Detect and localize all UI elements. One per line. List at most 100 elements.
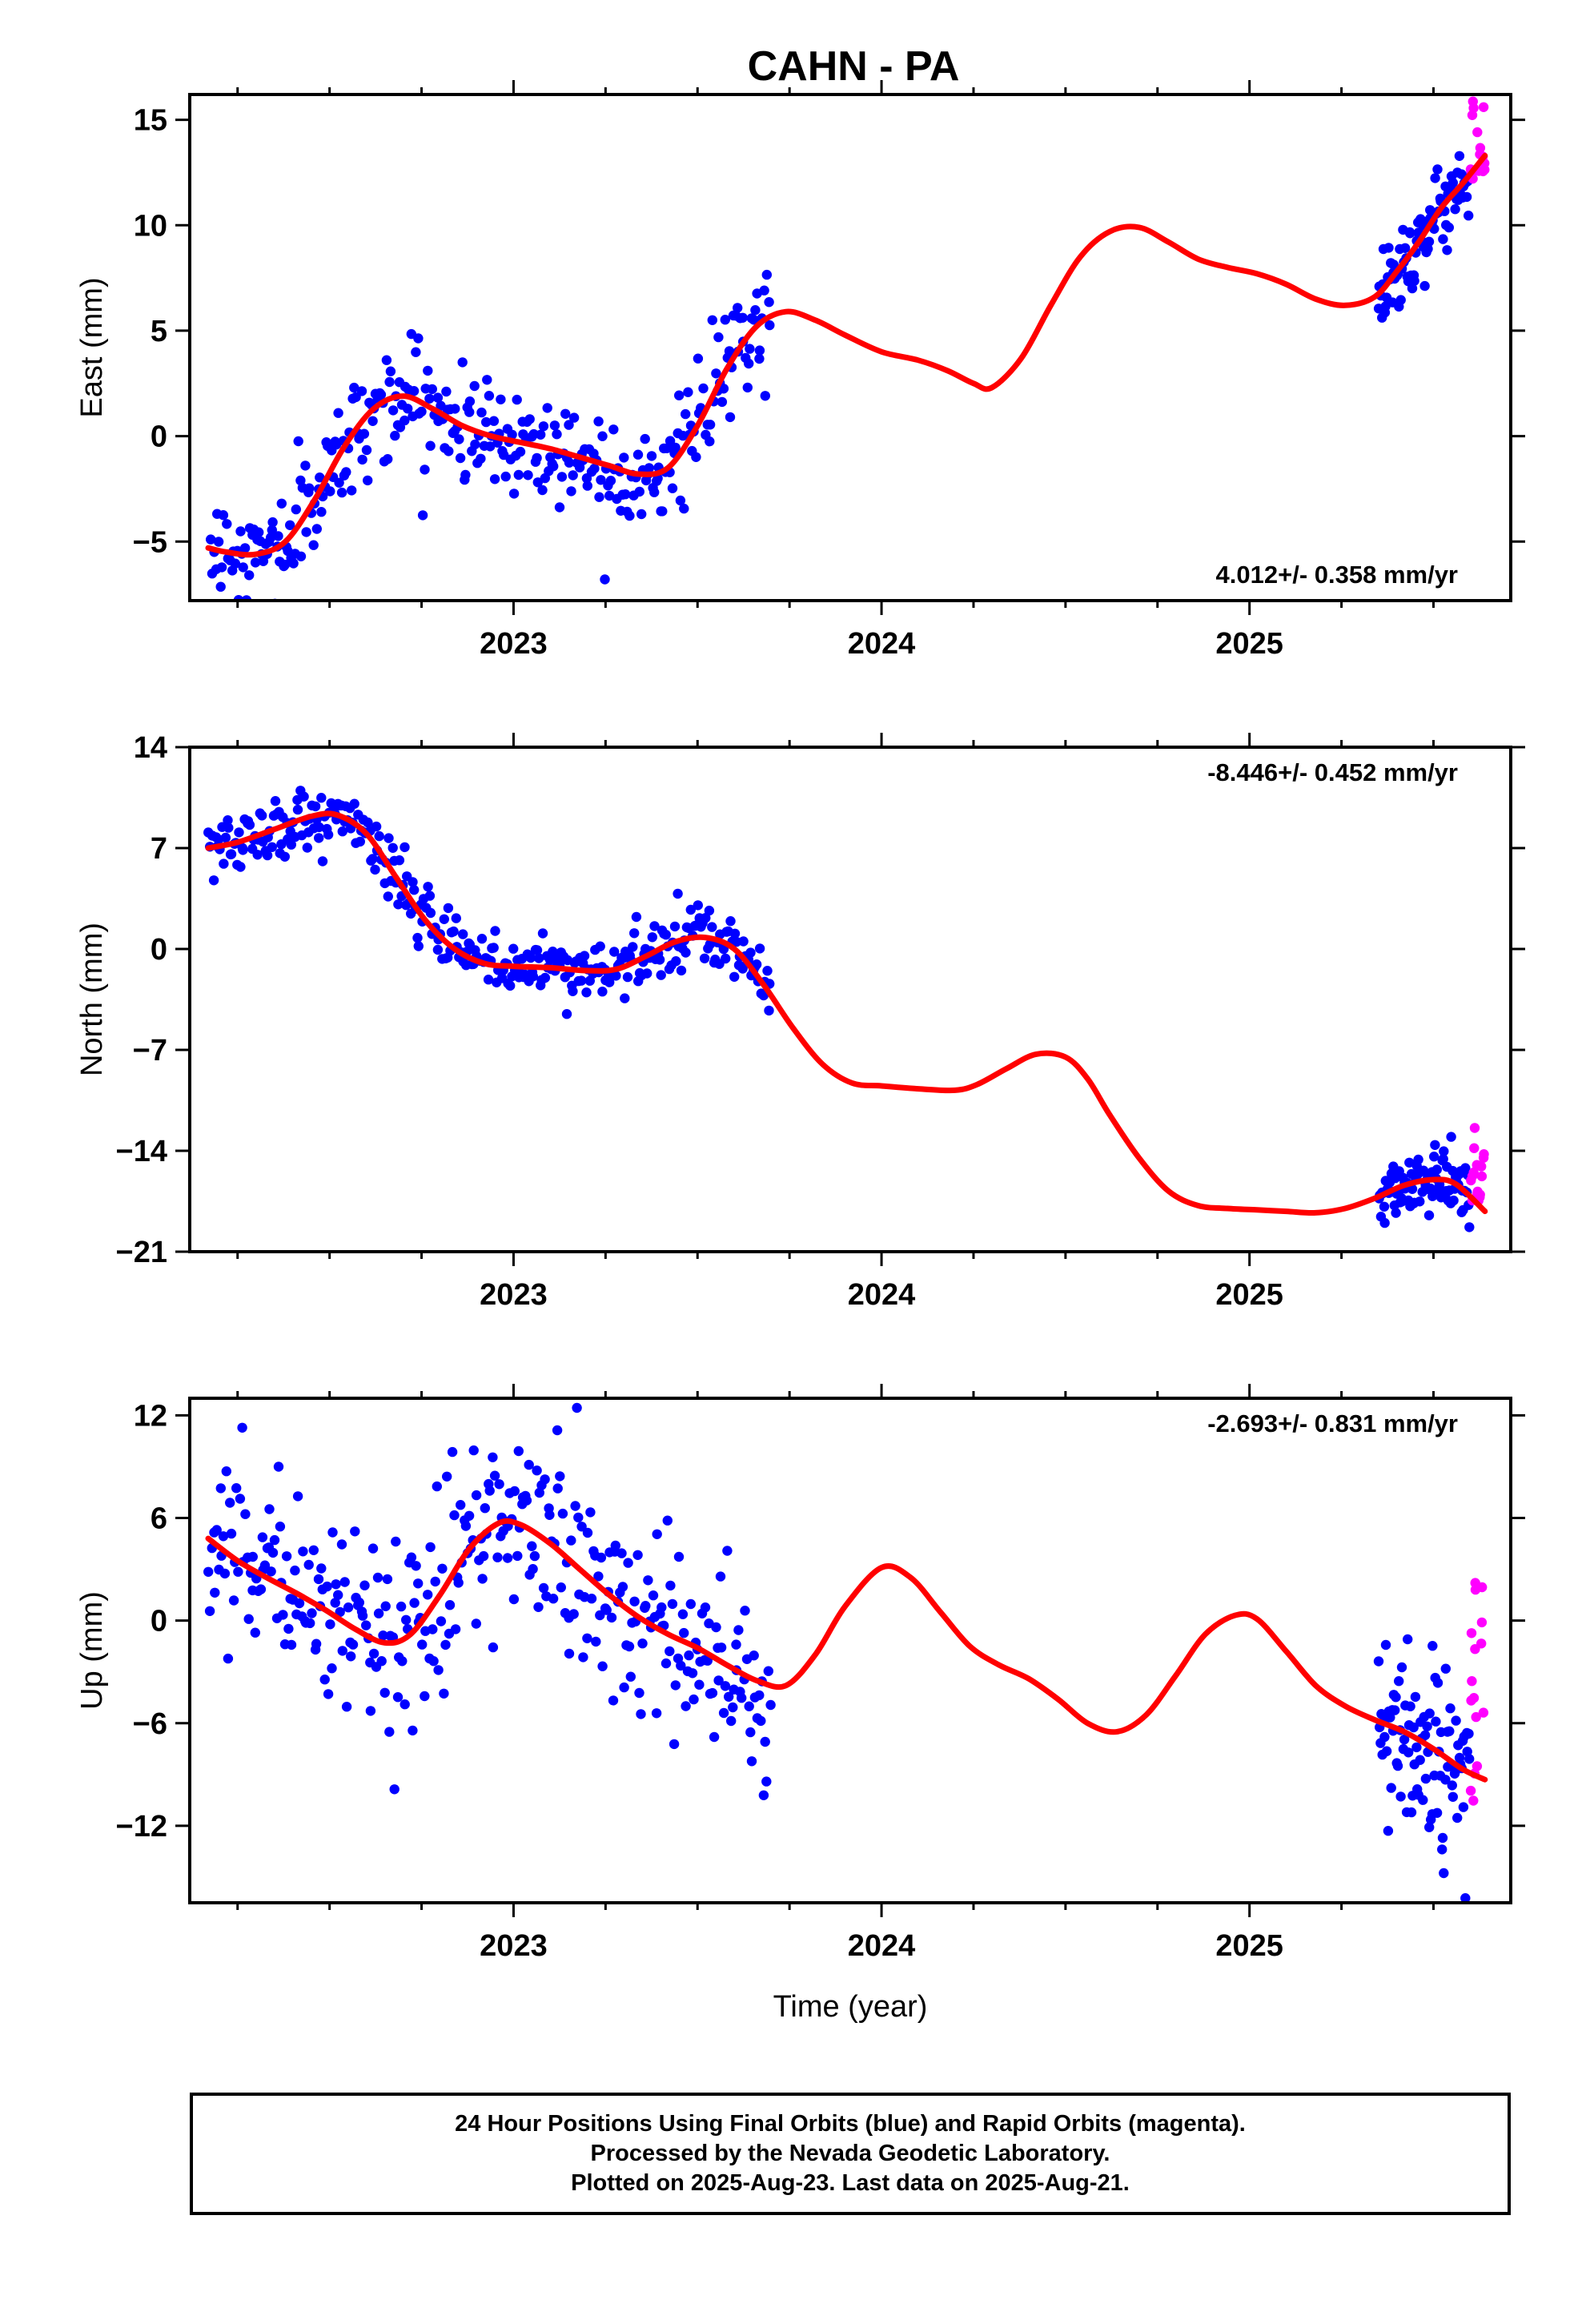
final-orbit-point xyxy=(244,570,255,581)
final-orbit-point xyxy=(1391,1208,1401,1218)
final-orbit-point xyxy=(408,1725,418,1736)
final-orbit-point xyxy=(646,451,657,461)
final-orbit-point xyxy=(1429,1152,1439,1162)
final-orbit-point xyxy=(203,618,213,628)
final-orbit-point xyxy=(737,312,748,323)
final-orbit-point xyxy=(1444,1726,1455,1736)
final-orbit-point xyxy=(247,1551,258,1562)
x-tick-label: 2024 xyxy=(848,1929,916,1963)
final-orbit-point xyxy=(568,1609,579,1619)
final-orbit-point xyxy=(490,926,500,936)
final-orbit-point xyxy=(267,517,278,528)
final-orbit-point xyxy=(749,1651,759,1661)
final-orbit-point xyxy=(313,1574,324,1585)
final-orbit-point xyxy=(1432,164,1443,175)
final-orbit-point xyxy=(647,932,657,943)
final-orbit-point xyxy=(383,454,393,464)
final-orbit-point xyxy=(709,1731,720,1743)
final-orbit-point xyxy=(218,510,229,521)
final-orbit-point xyxy=(624,510,635,521)
final-orbit-point xyxy=(1385,1712,1395,1723)
final-orbit-point xyxy=(733,1625,744,1635)
final-orbit-point xyxy=(496,394,506,404)
final-orbit-point xyxy=(1440,1663,1452,1674)
final-orbit-point xyxy=(408,386,420,396)
final-orbit-point xyxy=(651,1708,662,1719)
rate-label: 4.012+/- 0.358 mm/yr xyxy=(1216,561,1458,589)
final-orbit-point xyxy=(341,1702,352,1712)
final-orbit-point xyxy=(423,365,433,376)
final-orbit-point xyxy=(1411,1742,1422,1753)
final-orbit-point xyxy=(705,420,716,430)
final-orbit-point xyxy=(383,891,393,902)
final-orbit-point xyxy=(568,986,578,997)
final-orbit-point xyxy=(669,921,681,932)
final-orbit-point xyxy=(285,520,295,530)
final-orbit-point xyxy=(724,1691,734,1702)
final-orbit-point xyxy=(298,1546,308,1557)
final-orbit-point xyxy=(423,882,433,892)
x-tick-label: 2024 xyxy=(848,1278,916,1312)
final-orbit-point xyxy=(1407,1184,1418,1195)
final-orbit-point xyxy=(1390,1705,1400,1715)
final-orbit-point xyxy=(532,477,543,488)
final-orbit-point xyxy=(676,1660,686,1671)
final-orbit-point xyxy=(322,1581,332,1592)
final-orbit-point xyxy=(711,368,721,379)
final-orbit-point xyxy=(288,558,299,569)
final-orbit-point xyxy=(552,429,562,440)
final-orbit-point xyxy=(275,1522,286,1532)
footer-line-processed: Processed by the Nevada Geodetic Laborat… xyxy=(590,2141,1110,2166)
y-tick-label: 14 xyxy=(134,731,167,765)
final-orbit-point xyxy=(314,822,324,833)
final-orbit-point xyxy=(593,416,604,427)
final-orbit-point xyxy=(250,1627,260,1638)
final-orbit-point xyxy=(424,891,436,901)
final-orbit-point xyxy=(532,945,543,955)
final-orbit-point xyxy=(538,1582,549,1594)
final-orbit-point xyxy=(413,941,424,951)
y-tick-label: −14 xyxy=(116,1135,167,1168)
final-orbit-point xyxy=(220,631,230,641)
panel-north: 2023 2024 2025 14 7 0 −7 −14 −21 North (mm) -8.446… xyxy=(75,731,1525,1312)
final-orbit-point xyxy=(223,814,233,826)
final-orbit-point xyxy=(279,851,290,862)
final-orbit-point xyxy=(391,1536,401,1547)
final-orbit-point xyxy=(513,1445,524,1457)
final-orbit-point xyxy=(454,434,464,444)
final-orbit-point xyxy=(538,421,549,432)
final-orbit-point xyxy=(726,1715,737,1727)
final-orbit-point xyxy=(670,1680,681,1691)
final-orbit-point xyxy=(294,1598,305,1609)
final-orbit-point xyxy=(450,404,460,414)
final-orbit-point xyxy=(537,928,548,939)
final-orbit-point xyxy=(372,1572,383,1583)
x-tick-label: 2025 xyxy=(1215,1929,1283,1963)
final-orbit-point xyxy=(464,396,476,407)
final-orbit-point xyxy=(596,1552,607,1563)
final-orbit-point xyxy=(367,416,378,426)
final-orbit-point xyxy=(354,1597,364,1608)
final-orbit-point xyxy=(453,1578,464,1588)
y-tick-label: 10 xyxy=(134,209,167,243)
final-orbit-point xyxy=(611,971,621,981)
final-orbit-point xyxy=(693,353,704,364)
final-orbit-point xyxy=(417,510,428,521)
final-orbit-point xyxy=(582,1633,592,1643)
final-orbit-point xyxy=(476,934,488,944)
final-orbit-point xyxy=(310,801,321,812)
final-orbit-point xyxy=(667,1598,678,1610)
final-orbit-point xyxy=(673,1551,685,1562)
final-orbit-point xyxy=(1383,243,1394,253)
final-orbit-point xyxy=(409,1598,420,1608)
final-orbit-point xyxy=(267,842,277,853)
final-orbit-point xyxy=(488,416,500,426)
final-orbit-point xyxy=(374,830,384,842)
final-orbit-point xyxy=(524,414,535,424)
final-orbit-point xyxy=(482,375,492,385)
final-orbit-point xyxy=(397,1656,408,1667)
final-orbit-point xyxy=(279,559,291,570)
final-orbit-point xyxy=(620,489,631,500)
final-orbit-point xyxy=(468,1445,479,1456)
final-orbit-point xyxy=(1464,211,1474,221)
